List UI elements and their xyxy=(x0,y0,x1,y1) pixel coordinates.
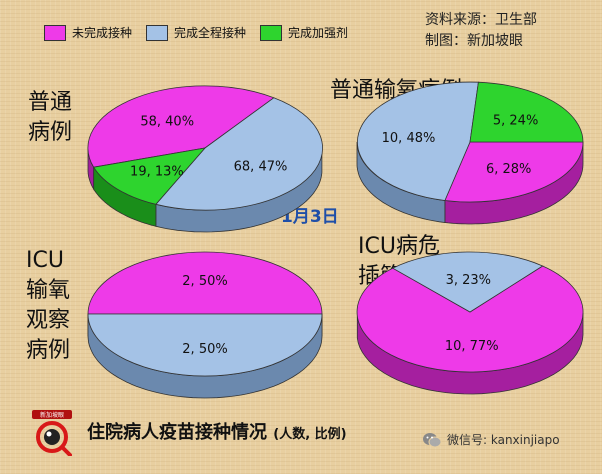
pie-slice-未完成接种 xyxy=(356,265,584,373)
panel-label-line: ICU病危 xyxy=(358,234,440,259)
panel-label-line: ICU xyxy=(26,248,64,273)
pie-slice-未完成接种 xyxy=(444,141,584,203)
source-line: 资料来源：卫生部 xyxy=(425,12,537,28)
pie-data-label: 6, 28% xyxy=(486,162,531,177)
wechat-id: 微信号: kanxinjiapo xyxy=(422,431,560,448)
wechat-text: 微信号: kanxinjiapo xyxy=(447,433,560,447)
legend-label: 未完成接种 xyxy=(72,26,133,40)
pie-slice-未完成接种 xyxy=(87,251,323,315)
pie-slice-完成加强剂 xyxy=(469,81,584,143)
pie-slice-完成全程接种 xyxy=(391,251,544,313)
legend-label: 完成加强剂 xyxy=(288,26,349,40)
footer-title: 住院病人疫苗接种情况 (人数, 比例) xyxy=(87,418,347,444)
pie-data-label: 19, 13% xyxy=(130,165,184,180)
footer-title-text: 住院病人疫苗接种情况 xyxy=(87,422,267,443)
pie-data-label: 58, 40% xyxy=(140,114,194,129)
wechat-icon xyxy=(423,432,442,447)
panel-label-icu: ICU 输氧 观察 病例 xyxy=(26,246,70,366)
pie-chart-4: 10, 77% 3, 23% xyxy=(356,251,584,395)
logo-text: 新加坡眼 xyxy=(40,411,64,419)
pie-slice-完成全程接种 xyxy=(357,81,479,201)
footer: 新加坡眼 住院病人疫苗接种情况 (人数, 比例) 微信号: kanxinjiap… xyxy=(30,410,590,460)
source-note: 资料来源：卫生部 制图：新加坡眼 xyxy=(425,10,537,52)
pie-data-label: 10, 77% xyxy=(445,339,499,354)
panel-label-line: 普通 xyxy=(28,90,73,115)
kanxinjiapo-logo: 新加坡眼 xyxy=(32,410,72,456)
legend-item-fully-vaccinated: 完成全程接种 xyxy=(146,24,246,41)
legend-swatch xyxy=(44,24,66,41)
panel-label-general: 普通 病例 xyxy=(28,88,72,148)
pie-data-label: 5, 24% xyxy=(493,114,538,129)
legend-swatch xyxy=(260,24,283,41)
pie-data-label: 10, 48% xyxy=(382,131,436,146)
legend: 未完成接种 完成全程接种 完成加强剂 xyxy=(44,24,348,41)
legend-label: 完成全程接种 xyxy=(174,26,247,40)
pie-chart-2: 6, 28% 10, 48% 5, 24% xyxy=(356,81,584,225)
legend-swatch xyxy=(146,24,169,41)
panel-label-line: 病例 xyxy=(28,120,73,145)
footer-subtitle: (人数, 比例) xyxy=(273,427,347,442)
pie-data-label: 2, 50% xyxy=(182,342,227,357)
panel-label-line: 观察 xyxy=(26,308,71,333)
pie-data-label: 2, 50% xyxy=(182,274,227,289)
pie-data-label: 68, 47% xyxy=(234,159,288,174)
pie-slice-完成全程接种 xyxy=(87,313,323,377)
pie-chart-1: 58, 40% 68, 47% 19, 13% xyxy=(87,85,323,233)
panel-label-line: 输氧 xyxy=(26,278,71,303)
pie-slice-未完成接种 xyxy=(87,85,275,168)
panel-label-line: 病例 xyxy=(26,338,71,363)
pie-slice-完成全程接种 xyxy=(155,97,323,211)
credit-line: 制图：新加坡眼 xyxy=(425,33,523,49)
legend-item-unvaccinated: 未完成接种 xyxy=(44,24,132,41)
pie-chart-3: 2, 50% 2, 50% xyxy=(87,251,323,399)
legend-item-booster: 完成加强剂 xyxy=(260,24,348,41)
date-label: 1月3日 xyxy=(281,207,339,227)
pie-data-label: 3, 23% xyxy=(446,273,491,288)
pie-slice-完成加强剂 xyxy=(93,147,207,205)
